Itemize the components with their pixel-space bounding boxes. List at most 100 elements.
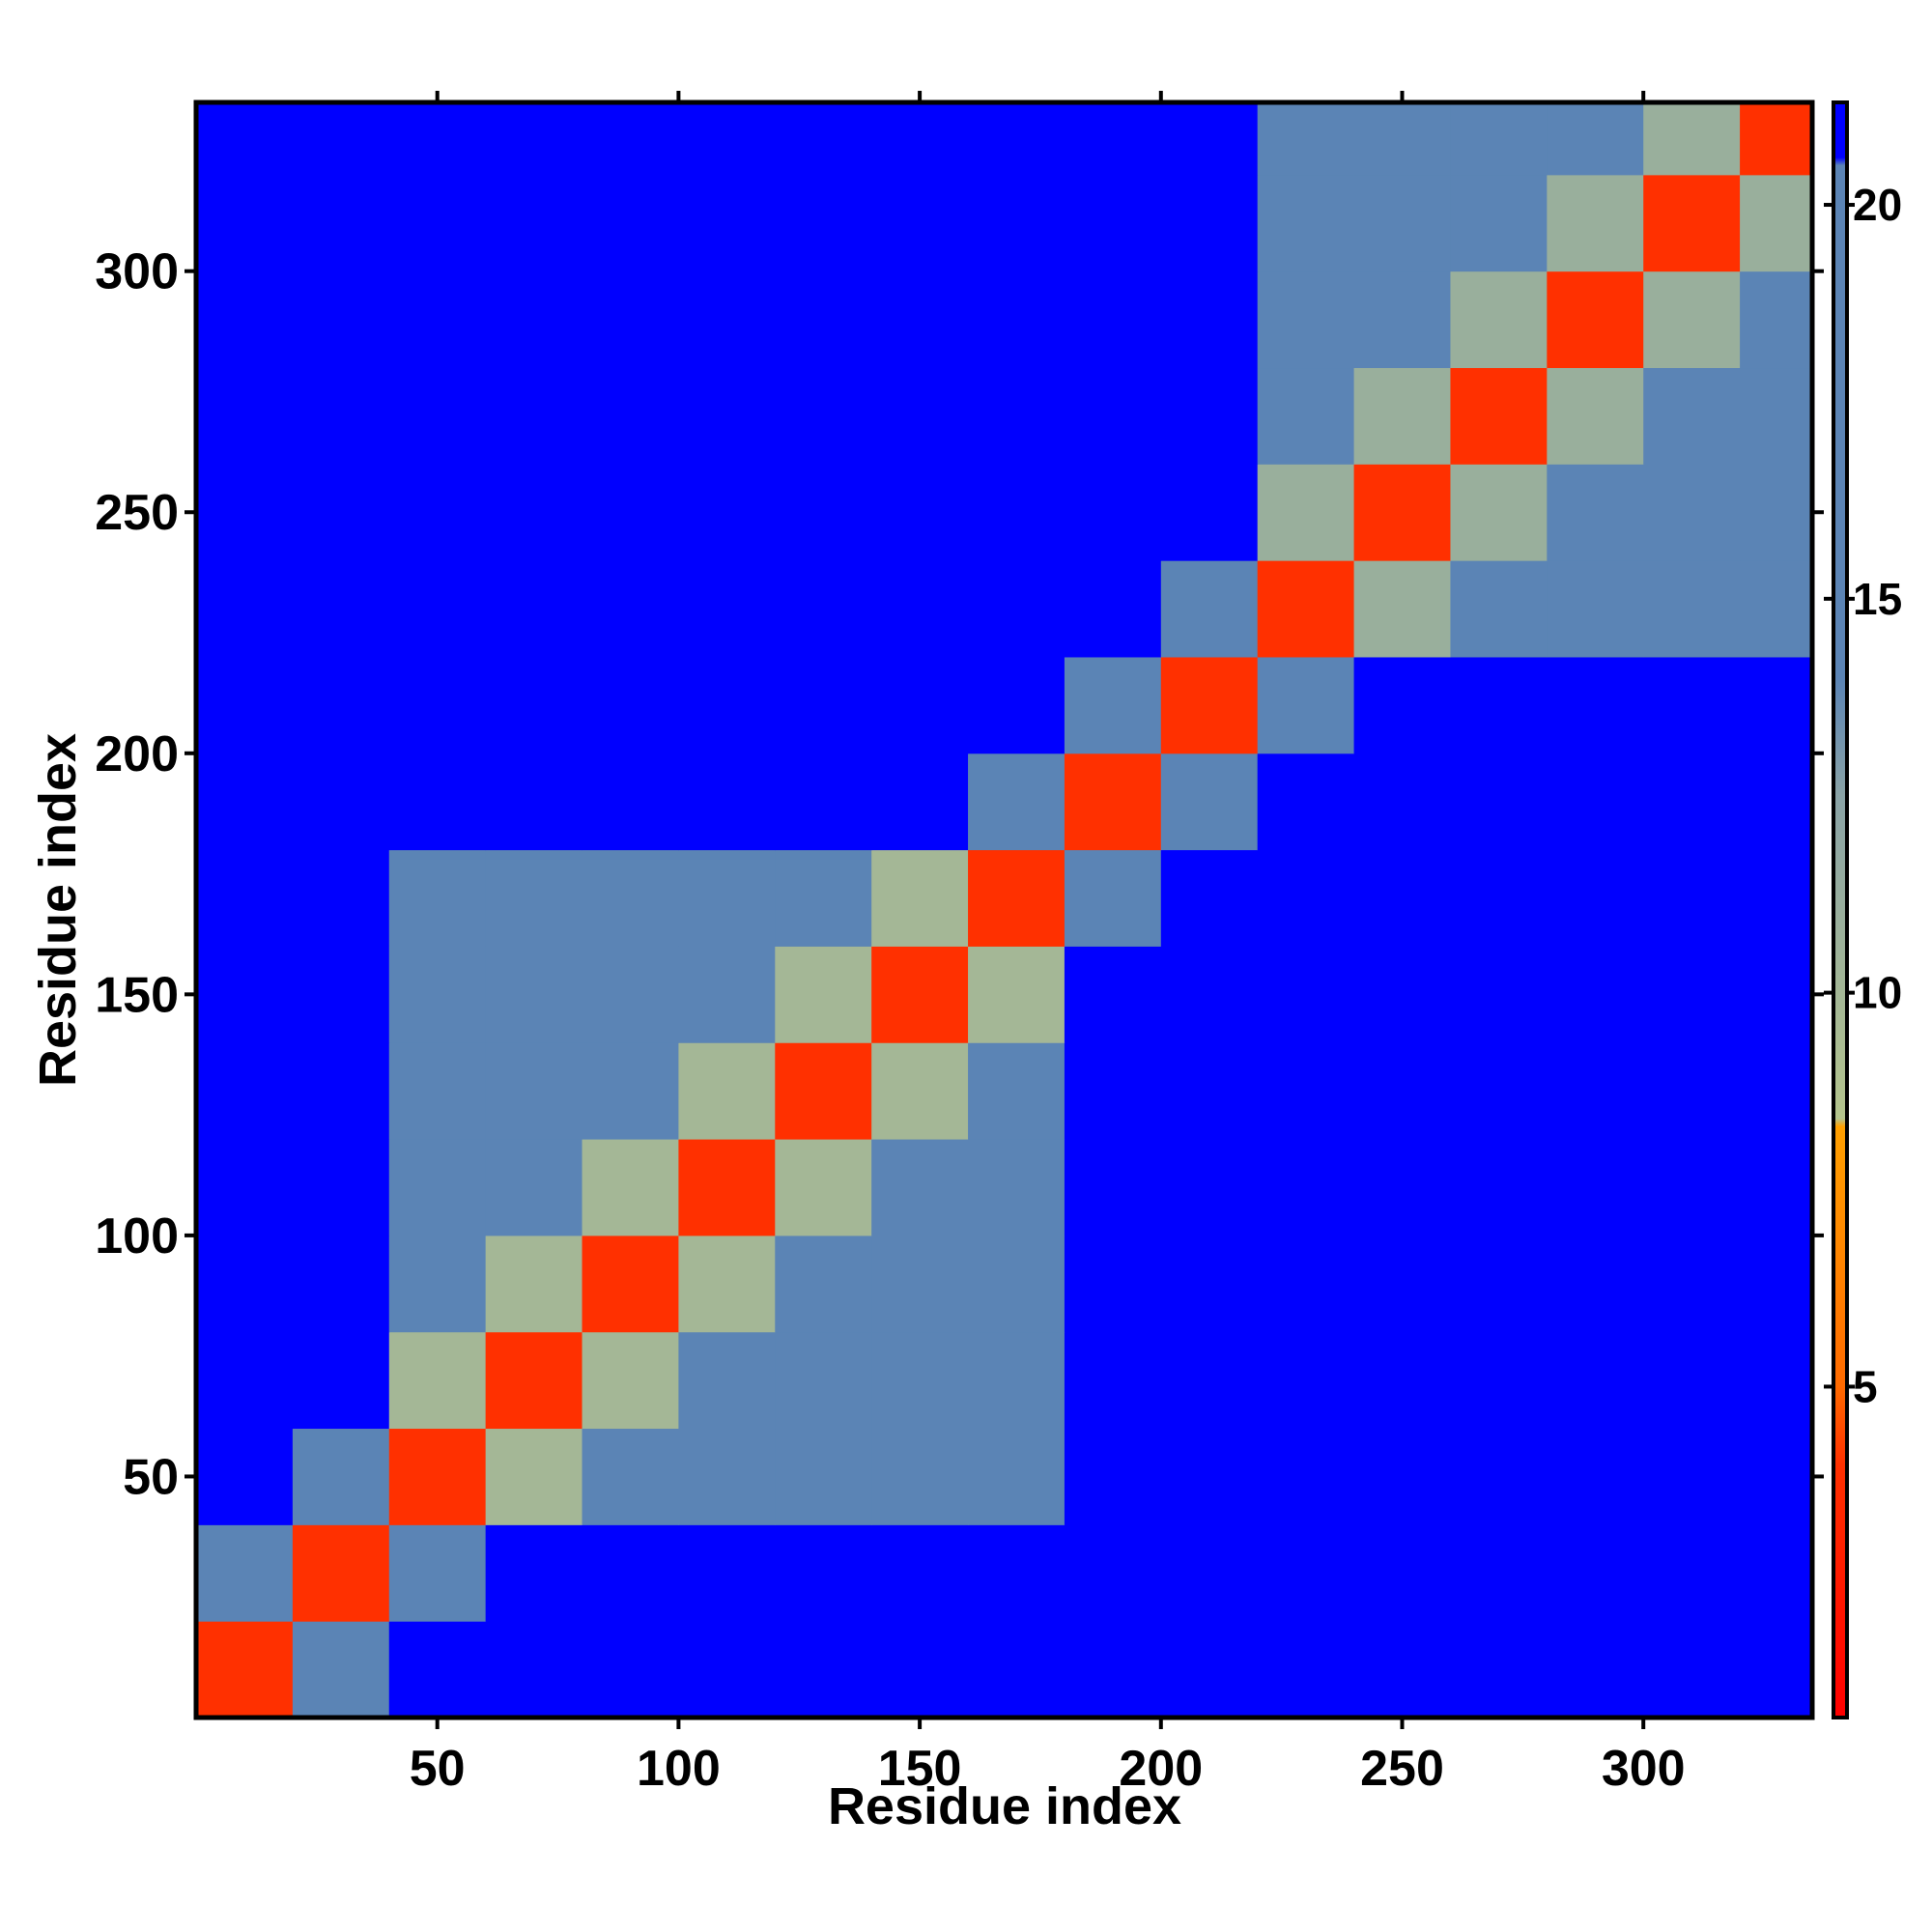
heatmap-cell: [1450, 1331, 1548, 1430]
heatmap-cell: [196, 560, 294, 658]
heatmap-cell: [678, 270, 776, 369]
heatmap-cell: [1353, 102, 1451, 176]
heatmap-cell: [292, 464, 390, 561]
heatmap-cell: [388, 1139, 487, 1236]
heatmap-cell: [196, 1331, 294, 1430]
heatmap-cell: [1160, 1235, 1259, 1333]
heatmap-cell: [196, 656, 294, 754]
heatmap-cells: [196, 102, 1813, 1719]
heatmap-cell: [1064, 560, 1162, 658]
heatmap-cell: [678, 1235, 776, 1333]
heatmap-cell: [871, 464, 969, 561]
heatmap-cell: [485, 1235, 583, 1333]
heatmap-cell: [292, 1235, 390, 1333]
heatmap-cell: [1643, 1621, 1741, 1719]
heatmap-cell: [968, 367, 1065, 465]
heatmap-cell: [1450, 1042, 1548, 1140]
heatmap-cell: [871, 102, 969, 176]
heatmap-cell: [968, 1428, 1065, 1525]
heatmap-cell: [678, 1139, 776, 1236]
heatmap-cell: [582, 1139, 679, 1236]
heatmap-cell: [1064, 849, 1162, 947]
heatmap-cell: [388, 946, 487, 1043]
heatmap-cell: [1257, 464, 1355, 561]
heatmap-cell: [388, 753, 487, 851]
heatmap-cell: [1160, 1139, 1259, 1236]
heatmap-cell: [1257, 946, 1355, 1043]
heatmap-cell: [1160, 367, 1259, 465]
heatmap-cell: [871, 367, 969, 465]
heatmap-cell: [196, 464, 294, 561]
heatmap-cell: [871, 1331, 969, 1430]
heatmap-cell: [775, 849, 872, 947]
heatmap-cell: [871, 270, 969, 369]
heatmap-cell: [1450, 849, 1548, 947]
heatmap-cell: [292, 1524, 390, 1622]
heatmap-cell: [292, 946, 390, 1043]
heatmap-cell: [582, 560, 679, 658]
heatmap-cell: [1257, 1042, 1355, 1140]
heatmap-cell: [1064, 1331, 1162, 1430]
heatmap-cell: [1353, 1042, 1451, 1140]
heatmap-cell: [388, 270, 487, 369]
heatmap-cell: [485, 946, 583, 1043]
heatmap-cell: [1160, 102, 1259, 176]
heatmap-cell: [1450, 1235, 1548, 1333]
heatmap-cell: [775, 1428, 872, 1525]
heatmap-cell: [678, 560, 776, 658]
y-tick-label: 100: [95, 1208, 179, 1264]
heatmap-cell: [582, 1428, 679, 1525]
heatmap-cell: [1740, 102, 1813, 176]
heatmap-cell: [196, 270, 294, 369]
heatmap-cell: [388, 560, 487, 658]
heatmap-cell: [968, 560, 1065, 658]
heatmap-cell: [388, 1235, 487, 1333]
heatmap-cell: [775, 102, 872, 176]
heatmap-cell: [1257, 270, 1355, 369]
heatmap-cell: [968, 1621, 1065, 1719]
heatmap-cell: [1547, 1235, 1644, 1333]
x-tick-label: 200: [1119, 1741, 1203, 1797]
heatmap-cell: [678, 849, 776, 947]
heatmap-cell: [1064, 946, 1162, 1043]
heatmap-cell: [292, 849, 390, 947]
heatmap-cell: [292, 560, 390, 658]
heatmap-cell: [1450, 560, 1548, 658]
heatmap-cell: [1643, 1331, 1741, 1430]
heatmap-cell: [1643, 1139, 1741, 1236]
heatmap-cell: [388, 1428, 487, 1525]
heatmap-cell: [968, 1524, 1065, 1622]
heatmap-cell: [1064, 1524, 1162, 1622]
heatmap-cell: [1643, 656, 1741, 754]
heatmap-cell: [485, 1139, 583, 1236]
heatmap-cell: [1450, 102, 1548, 176]
heatmap-cell: [1064, 1042, 1162, 1140]
heatmap-cell: [1160, 946, 1259, 1043]
heatmap-cell: [485, 102, 583, 176]
heatmap-cell: [292, 1042, 390, 1140]
heatmap-cell: [582, 1235, 679, 1333]
heatmap-cell: [582, 849, 679, 947]
heatmap-cell: [1547, 270, 1644, 369]
heatmap-cell: [196, 849, 294, 947]
heatmap-cell: [1353, 174, 1451, 272]
heatmap-cell: [1643, 270, 1741, 369]
y-tick-label: 250: [95, 485, 179, 541]
heatmap-cell: [1353, 1139, 1451, 1236]
x-axis-label: Residue index: [828, 1777, 1181, 1835]
colorbar-tick-label: 10: [1853, 968, 1902, 1018]
heatmap-cell: [196, 946, 294, 1043]
heatmap-cell: [678, 1524, 776, 1622]
heatmap-cell: [485, 1524, 583, 1622]
heatmap-cell: [1160, 849, 1259, 947]
heatmap-cell: [775, 464, 872, 561]
heatmap-cell: [485, 560, 583, 658]
heatmap-cell: [775, 1042, 872, 1140]
heatmap-cell: [1547, 656, 1644, 754]
heatmap-cell: [968, 270, 1065, 369]
heatmap-cell: [196, 1042, 294, 1140]
heatmap-cell: [1353, 849, 1451, 947]
heatmap-cell: [582, 367, 679, 465]
heatmap-cell: [1160, 753, 1259, 851]
heatmap-cell: [1064, 1428, 1162, 1525]
